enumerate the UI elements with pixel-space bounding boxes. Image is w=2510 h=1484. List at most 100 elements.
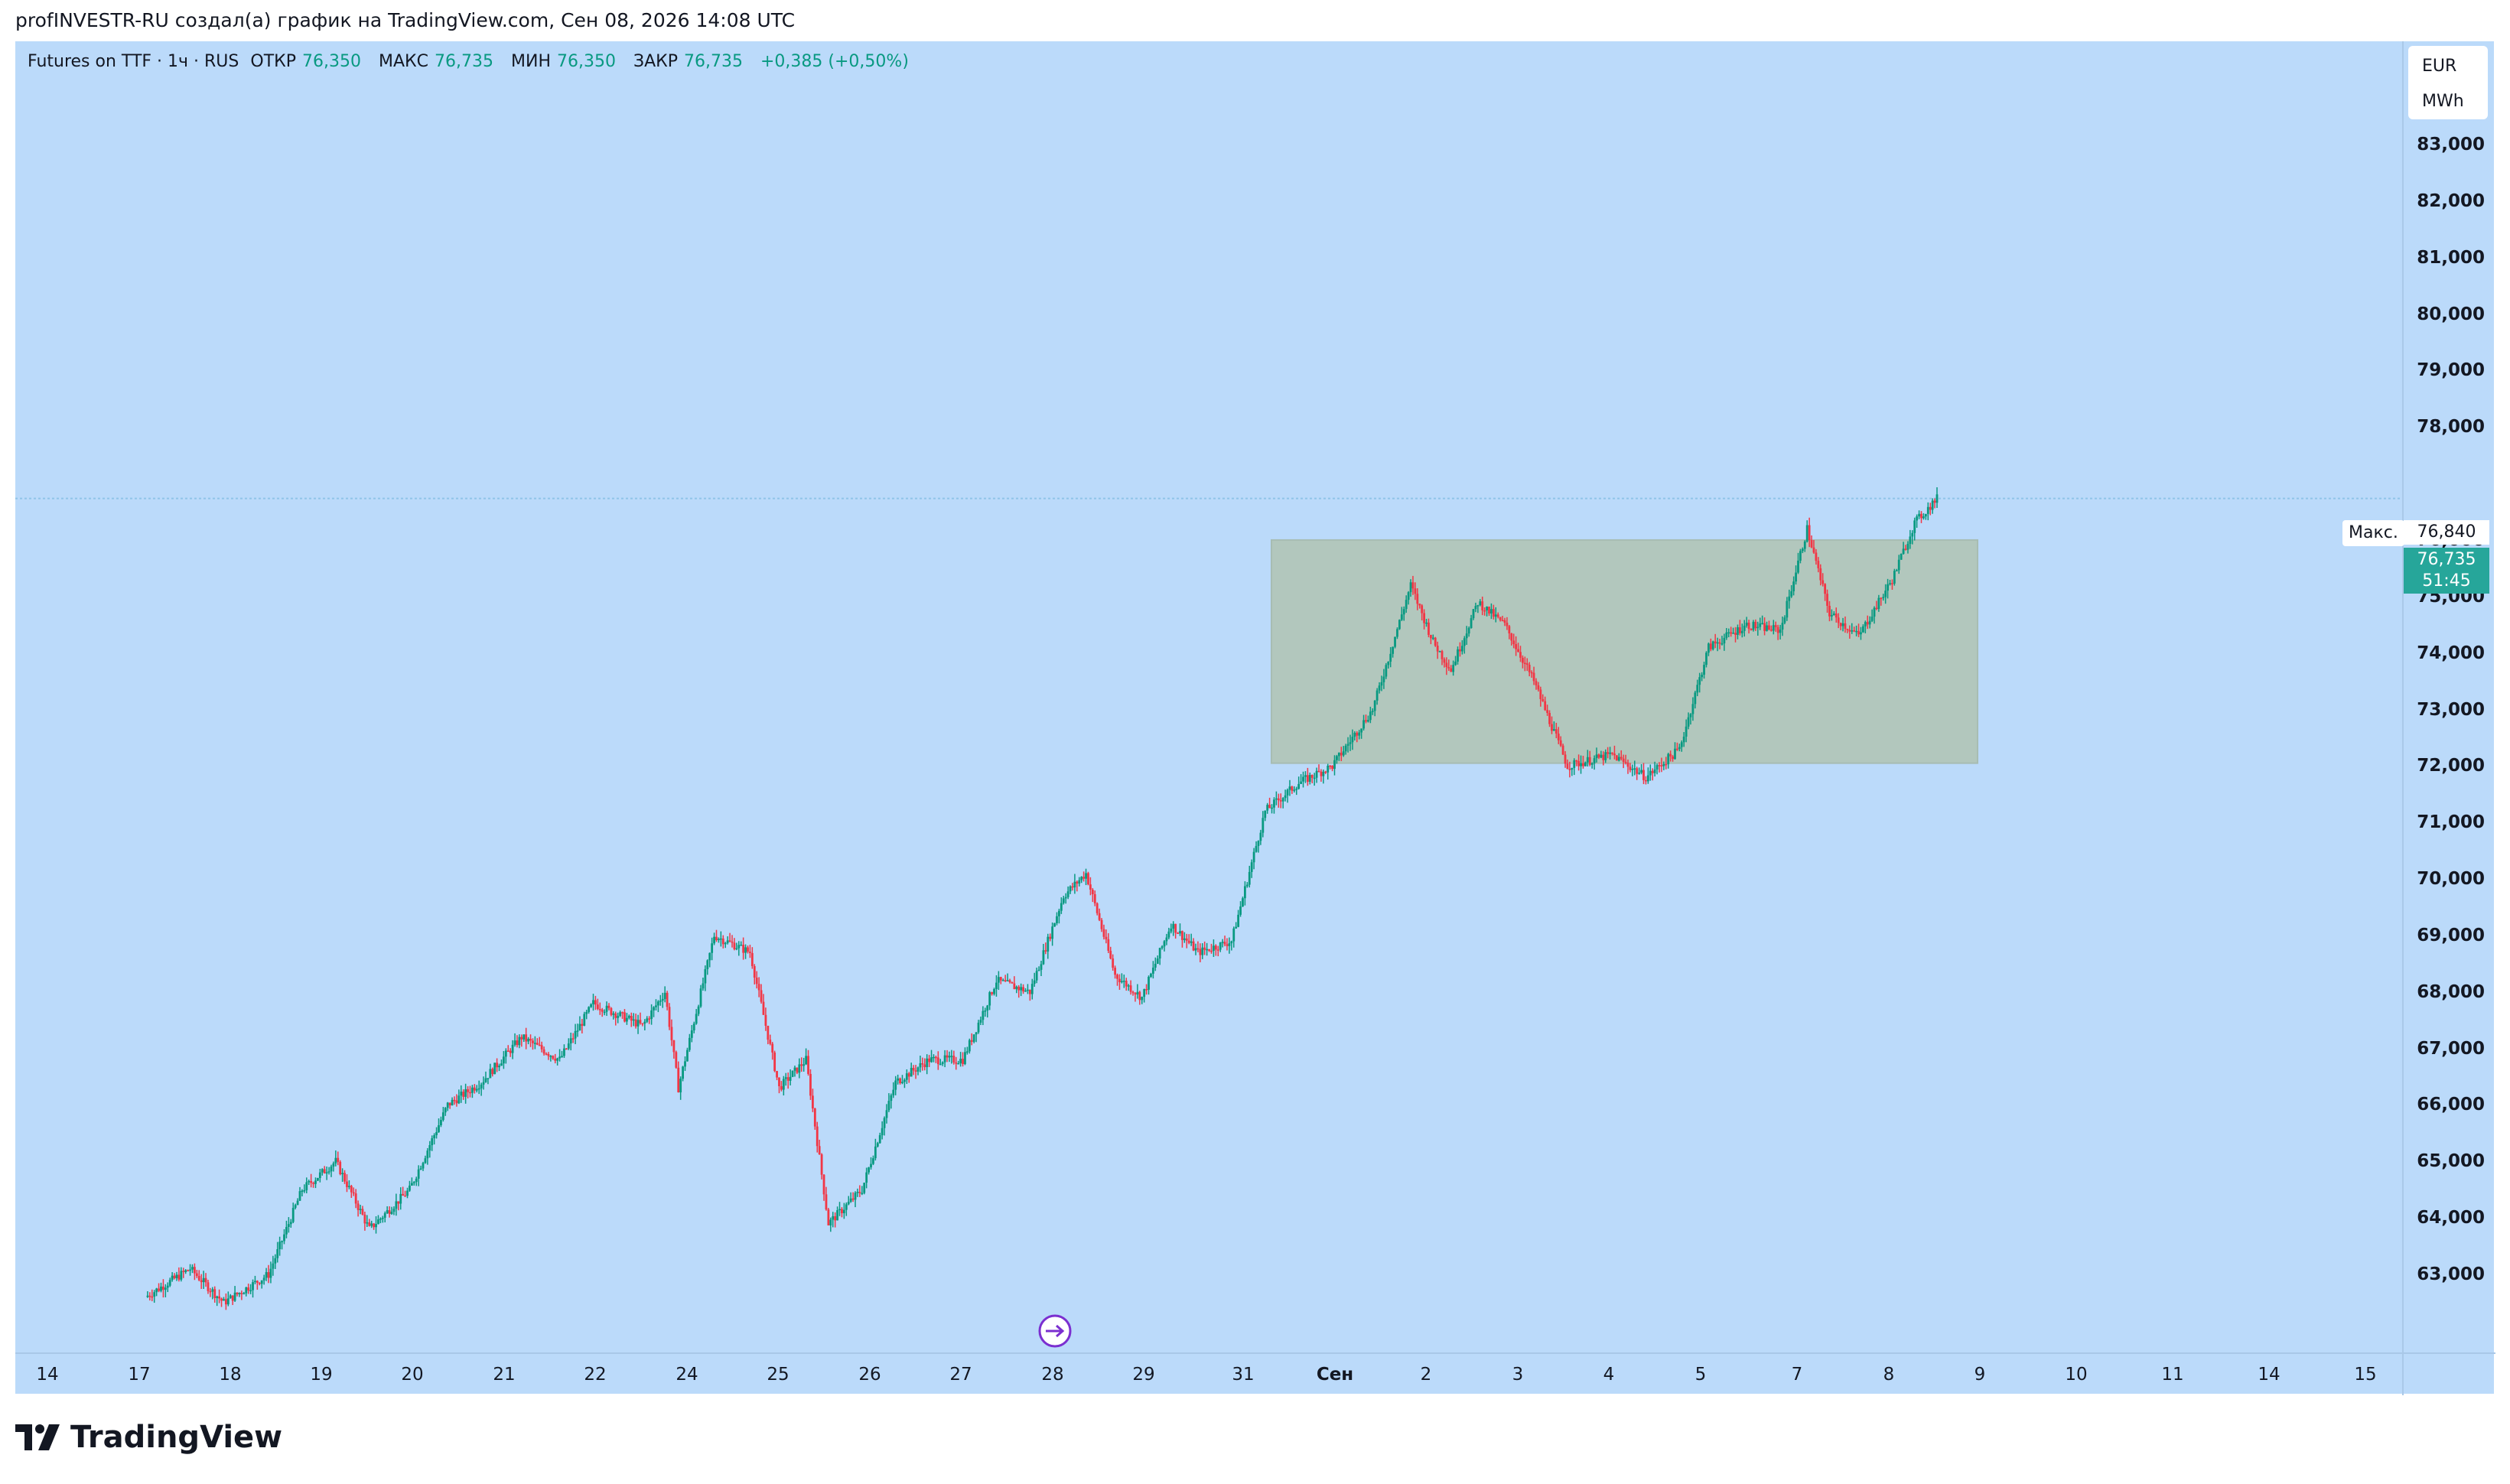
- candle-body: [605, 1005, 608, 1012]
- candle-body: [467, 1089, 469, 1092]
- price-axis[interactable]: 84,00083,00082,00081,00080,00079,00078,0…: [2402, 41, 2495, 1352]
- time-axis[interactable]: 14 17 18 19 20 21 22 24 25 26 27 28 29 31 Сен 2 3 4 5 7 8 9 10…: [15, 1352, 2402, 1395]
- time-tick-label: 4: [1603, 1365, 1615, 1385]
- candle-body: [327, 1171, 330, 1173]
- goto-realtime-icon[interactable]: [1038, 1314, 1072, 1348]
- candle-body: [1214, 945, 1217, 950]
- candle-body: [1855, 630, 1858, 633]
- time-tick-label: 10: [2065, 1365, 2088, 1385]
- candle-body: [1297, 783, 1301, 789]
- candle-body: [312, 1183, 314, 1184]
- candle-body: [1434, 637, 1437, 646]
- candle-body: [444, 1108, 447, 1113]
- candle-body: [1431, 637, 1434, 639]
- candle-body: [1891, 583, 1893, 584]
- candle-body: [901, 1082, 903, 1083]
- candle-body: [1082, 877, 1086, 879]
- candle-body: [305, 1182, 308, 1190]
- candle-body: [448, 1102, 451, 1106]
- candle-body: [503, 1056, 505, 1064]
- candle-body: [538, 1044, 541, 1046]
- candle-body: [209, 1290, 212, 1293]
- candle-body: [1774, 625, 1777, 627]
- candle-body: [520, 1037, 523, 1040]
- candle-body: [832, 1216, 835, 1220]
- candle-body: [1060, 903, 1063, 911]
- candle-body: [211, 1289, 214, 1292]
- candle-body: [800, 1064, 803, 1066]
- candle-body: [1100, 919, 1103, 929]
- candle-body: [1696, 685, 1699, 693]
- candle-body: [506, 1050, 509, 1052]
- candle-body: [1472, 609, 1475, 619]
- candle-body: [475, 1089, 478, 1091]
- candle-body: [793, 1067, 796, 1071]
- candle-body: [346, 1181, 348, 1187]
- candle-body: [614, 1013, 617, 1018]
- candle-body: [897, 1078, 900, 1081]
- candle-body: [406, 1190, 409, 1196]
- candle-body: [1239, 906, 1242, 915]
- candle-body: [1530, 672, 1533, 674]
- price-tick-label: 80,000: [2417, 304, 2485, 324]
- candle-body: [1273, 799, 1275, 808]
- candle-body: [226, 1298, 230, 1305]
- candle-body: [1889, 583, 1891, 584]
- candle-body: [1342, 751, 1345, 756]
- candle-body: [796, 1067, 799, 1073]
- price-tick-label: 64,000: [2417, 1208, 2485, 1229]
- candle-body: [646, 1018, 649, 1022]
- candle-body: [477, 1088, 480, 1090]
- candle-body: [504, 1050, 507, 1057]
- candle-body: [392, 1209, 396, 1212]
- candle-body: [962, 1059, 964, 1065]
- candle-body: [1445, 662, 1448, 667]
- unit-selector[interactable]: EUR MWh: [2408, 46, 2488, 119]
- candle-body: [1183, 938, 1186, 940]
- candle-body: [870, 1163, 872, 1168]
- candle-body: [1541, 698, 1545, 701]
- candle-body: [1539, 689, 1542, 699]
- price-plot[interactable]: [15, 41, 2402, 1352]
- candle-body: [1815, 552, 1818, 561]
- candle-body: [1093, 893, 1096, 903]
- candle-body: [1709, 643, 1712, 649]
- legend-close: 76,735: [684, 52, 743, 71]
- candle-body: [928, 1058, 931, 1063]
- candle-body: [1268, 805, 1271, 809]
- candle-body: [1595, 754, 1598, 759]
- chart-pane[interactable]: Futures on TTF · 1ч · RUS ОТКР 76,350 МАК…: [15, 41, 2495, 1395]
- price-tick-label: 66,000: [2417, 1095, 2485, 1115]
- bar-countdown: 51:45: [2422, 571, 2471, 591]
- candle-body: [516, 1040, 519, 1046]
- candle-body: [1221, 942, 1224, 943]
- candle-body: [982, 1010, 985, 1020]
- candle-body: [634, 1019, 637, 1027]
- candle-body: [655, 1005, 657, 1007]
- time-tick-label: 25: [767, 1365, 789, 1385]
- candle-body: [1288, 786, 1291, 790]
- candle-body: [1602, 754, 1605, 760]
- candle-body: [1626, 763, 1629, 767]
- candle-body: [1620, 757, 1623, 759]
- candle-body: [1252, 851, 1255, 863]
- candle-body: [224, 1299, 227, 1305]
- candle-body: [1230, 941, 1233, 944]
- candle-body: [1535, 681, 1538, 685]
- time-tick-label: 24: [676, 1365, 698, 1385]
- tradingview-logo[interactable]: TradingView: [15, 1420, 282, 1455]
- candle-body: [1196, 948, 1200, 950]
- candle-body: [469, 1092, 471, 1094]
- candle-body: [350, 1186, 353, 1193]
- candle-body: [970, 1040, 973, 1042]
- candle-body: [1262, 818, 1265, 833]
- candle-body: [457, 1095, 461, 1104]
- candle-body: [903, 1079, 906, 1082]
- candle-body: [1107, 939, 1110, 951]
- candle-body: [1544, 701, 1547, 711]
- candle-body: [1112, 958, 1115, 968]
- candle-body: [1317, 770, 1320, 773]
- candle-body: [1465, 633, 1468, 639]
- candle-body: [1407, 592, 1410, 600]
- candle-body: [1421, 605, 1424, 613]
